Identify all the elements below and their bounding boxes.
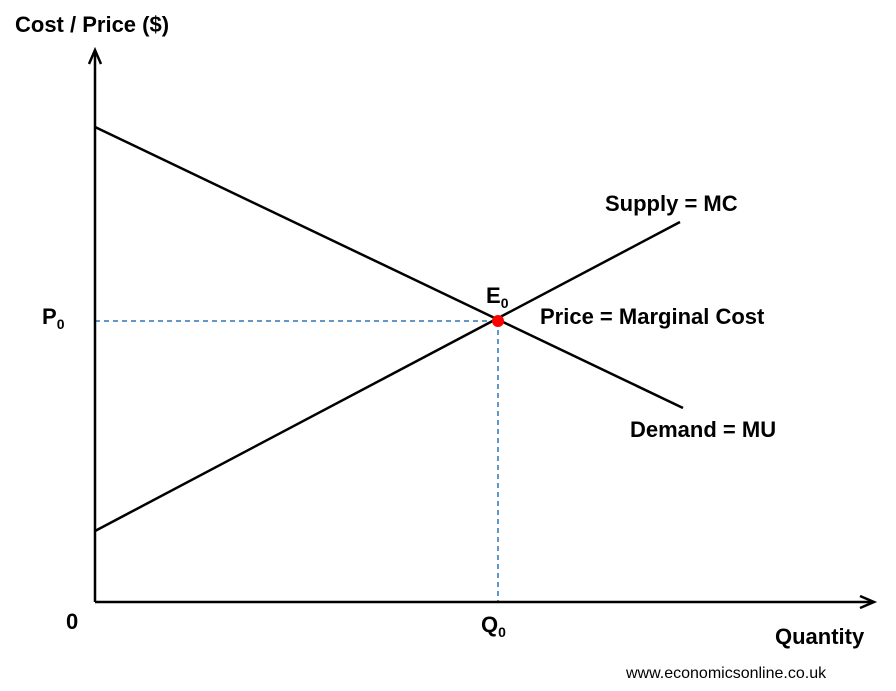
website-watermark: www.economicsonline.co.uk <box>626 665 827 682</box>
origin-label: 0 <box>66 609 79 634</box>
x-axis-arrowhead <box>859 594 878 610</box>
y-axis-title: Cost / Price ($) <box>15 12 170 37</box>
demand-curve-label: Demand = MU <box>630 417 777 442</box>
quantity-label-subscript: 0 <box>498 624 506 640</box>
y-axis-arrowhead <box>87 46 103 65</box>
price-label-subscript: 0 <box>56 316 65 332</box>
x-axis-title: Quantity <box>775 624 865 649</box>
quantity-label: Q0 <box>481 612 506 640</box>
demand-curve <box>94 125 684 410</box>
supply-curve <box>94 220 681 533</box>
equilibrium-label-subscript: 0 <box>500 295 509 311</box>
price-label: P0 <box>42 304 64 332</box>
equilibrium-label-main: E <box>486 283 501 308</box>
price-condition-label: Price = Marginal Cost <box>540 304 765 329</box>
supply-curve-label: Supply = MC <box>605 191 738 216</box>
quantity-label-main: Q <box>481 612 499 637</box>
equilibrium-label: E0 <box>486 283 508 311</box>
equilibrium-point <box>492 315 504 327</box>
price-label-main: P <box>42 304 57 329</box>
